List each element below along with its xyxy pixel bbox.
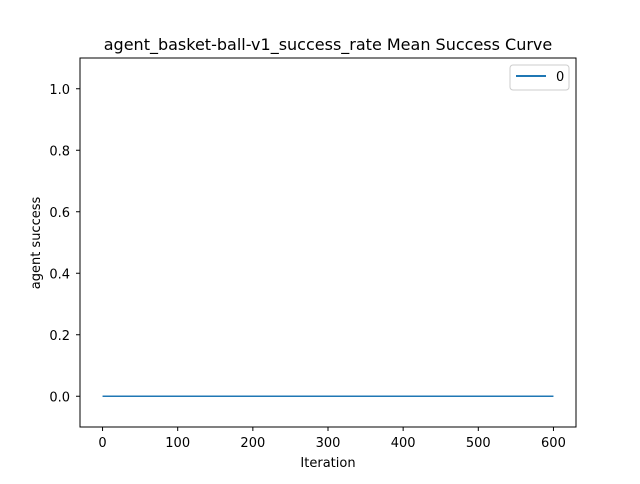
legend-box [509, 64, 570, 91]
y-tick-label: 0.0 [49, 390, 70, 405]
y-axis-label: agent success [29, 197, 44, 290]
y-tick-label: 0.4 [49, 267, 70, 282]
chart-title: agent_basket-ball-v1_success_rate Mean S… [104, 35, 553, 55]
legend-label: 0 [556, 70, 564, 85]
x-tick-label: 200 [240, 436, 265, 451]
plot-area [79, 57, 577, 428]
x-tick-label: 500 [466, 436, 491, 451]
y-tick-label: 0.2 [49, 329, 70, 344]
x-tick-label: 300 [316, 436, 341, 451]
y-tick-label: 0.6 [49, 206, 70, 221]
y-axis: 0.0 0.2 0.4 0.6 0.8 1.0 [49, 83, 80, 405]
y-tick-label: 1.0 [49, 83, 70, 98]
x-tick-label: 100 [165, 436, 190, 451]
legend: 0 [509, 64, 570, 91]
x-tick-label: 600 [541, 436, 566, 451]
x-axis: 0 100 200 300 400 500 600 [98, 427, 566, 451]
x-tick-label: 400 [391, 436, 416, 451]
y-tick-label: 0.8 [49, 144, 70, 159]
plot-frame [79, 57, 577, 428]
x-tick-label: 0 [98, 436, 106, 451]
x-axis-label: Iteration [300, 456, 355, 471]
